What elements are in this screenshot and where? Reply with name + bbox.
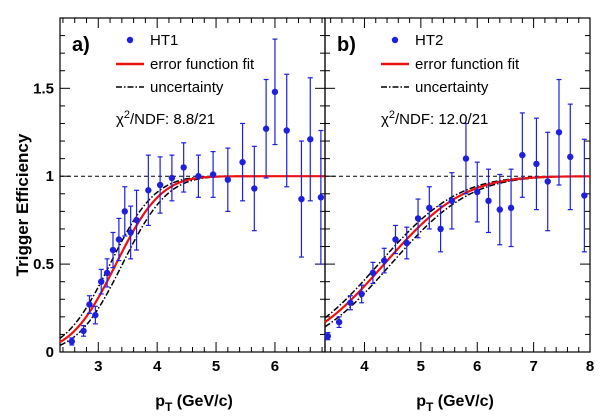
chi2-superscript: 2 <box>124 109 130 121</box>
data-point <box>145 187 152 194</box>
data-point <box>68 338 75 345</box>
x-tick-label: 8 <box>586 358 594 375</box>
x-tick-label: 5 <box>212 358 220 375</box>
data-point <box>195 173 202 180</box>
data-point <box>283 127 290 134</box>
data-point <box>358 290 365 298</box>
y-tick-label: 1.5 <box>33 80 54 97</box>
plot-frame <box>324 17 591 353</box>
x-tick-label: 4 <box>360 358 369 375</box>
data-point <box>335 318 343 326</box>
data-point <box>581 192 588 199</box>
x-tick-label: 5 <box>417 358 425 375</box>
data-point <box>507 204 515 212</box>
chi2-symbol: χ <box>116 111 124 128</box>
data-point <box>414 215 422 222</box>
y-tick-label: 0.5 <box>33 256 54 273</box>
data-point <box>133 216 140 224</box>
legend-fit-label: error function fit <box>415 56 520 73</box>
data-point <box>98 278 105 285</box>
x-label-unit: (GeV/c) <box>433 393 493 410</box>
y-tick-label: 1 <box>46 168 54 185</box>
data-point <box>115 236 123 243</box>
x-label-main: p <box>155 393 165 410</box>
x-tick-label: 6 <box>473 358 481 375</box>
x-label-sub: T <box>426 400 434 414</box>
data-point <box>298 195 305 203</box>
panel-ht2: 4 5 6 7 8 b) HT2 error function fit uncertainty χ… <box>324 17 594 375</box>
legend-fit-label: error function fit <box>150 56 255 73</box>
x-tick-label: 3 <box>94 358 102 375</box>
data-point <box>109 246 117 254</box>
x-tick-label: 7 <box>529 358 537 375</box>
x-label-main: p <box>416 393 426 410</box>
data-point <box>533 160 540 168</box>
x-label-sub: T <box>165 400 173 414</box>
legend-data-marker <box>126 36 134 44</box>
data-point <box>474 188 481 196</box>
legend-data-label: HT1 <box>150 32 178 49</box>
chi2-symbol: χ <box>381 111 389 128</box>
x-tick-label: 4 <box>153 358 162 375</box>
data-point <box>224 176 232 183</box>
data-point <box>567 153 574 161</box>
fit-curve <box>324 175 591 324</box>
legend-uncertainty-label: uncertainty <box>415 79 489 96</box>
data-point <box>80 327 87 335</box>
data-point <box>271 88 279 96</box>
data-point <box>544 178 551 185</box>
data-point <box>324 332 332 340</box>
data-point <box>180 164 187 171</box>
chi2-value: /NDF: 8.8/21 <box>130 111 215 128</box>
data-point <box>392 236 399 243</box>
data-point <box>381 257 388 264</box>
data-point <box>462 155 470 162</box>
chi2-superscript: 2 <box>389 109 395 121</box>
data-point <box>209 171 217 178</box>
x-axis-label-left: pT (GeV/c) <box>155 393 233 414</box>
data-point <box>127 229 134 236</box>
uncertainty-upper-curve <box>59 175 325 339</box>
data-point <box>519 151 526 159</box>
data-point <box>121 208 128 215</box>
data-point <box>496 206 503 213</box>
data-point <box>448 197 456 205</box>
data-point <box>485 197 492 205</box>
data-point <box>262 125 270 132</box>
data-point <box>239 158 246 166</box>
panel-label: b) <box>337 34 356 56</box>
data-point <box>555 129 563 136</box>
data-point <box>168 174 176 182</box>
data-point <box>307 136 314 143</box>
data-point <box>437 225 444 233</box>
x-label-unit: (GeV/c) <box>172 393 232 410</box>
data-point <box>92 311 99 319</box>
data-point <box>103 269 111 277</box>
uncertainty-lower-curve <box>59 175 325 346</box>
panel-ht1: 3 4 5 6 0 0.5 1 1.5 a) HT1 error function fit uncer… <box>33 17 326 375</box>
data-point <box>156 181 164 189</box>
y-axis-label: Trigger Efficiency <box>13 133 32 276</box>
legend-data-label: HT2 <box>415 32 443 49</box>
data-point <box>426 204 433 212</box>
fit-curve <box>59 175 325 343</box>
chi2-label: χ2/NDF: 12.0/21 <box>381 109 488 128</box>
data-point <box>86 301 93 308</box>
panel-label: a) <box>72 34 90 56</box>
legend-uncertainty-label: uncertainty <box>150 79 224 96</box>
data-point <box>369 269 377 277</box>
x-tick-label: 6 <box>271 358 279 375</box>
legend-data-marker <box>391 36 399 44</box>
data-point <box>347 299 354 306</box>
uncertainty-lower-curve <box>324 175 591 328</box>
figure-labels: Trigger Efficiency pT (GeV/c) pT (GeV/c) <box>13 133 494 414</box>
y-tick-label: 0 <box>46 344 54 361</box>
x-axis-label-right: pT (GeV/c) <box>416 393 494 414</box>
data-point <box>317 194 325 201</box>
chi2-label: χ2/NDF: 8.8/21 <box>116 109 215 128</box>
data-point <box>251 185 258 192</box>
data-point <box>403 239 410 247</box>
chi2-value: /NDF: 12.0/21 <box>395 111 488 128</box>
